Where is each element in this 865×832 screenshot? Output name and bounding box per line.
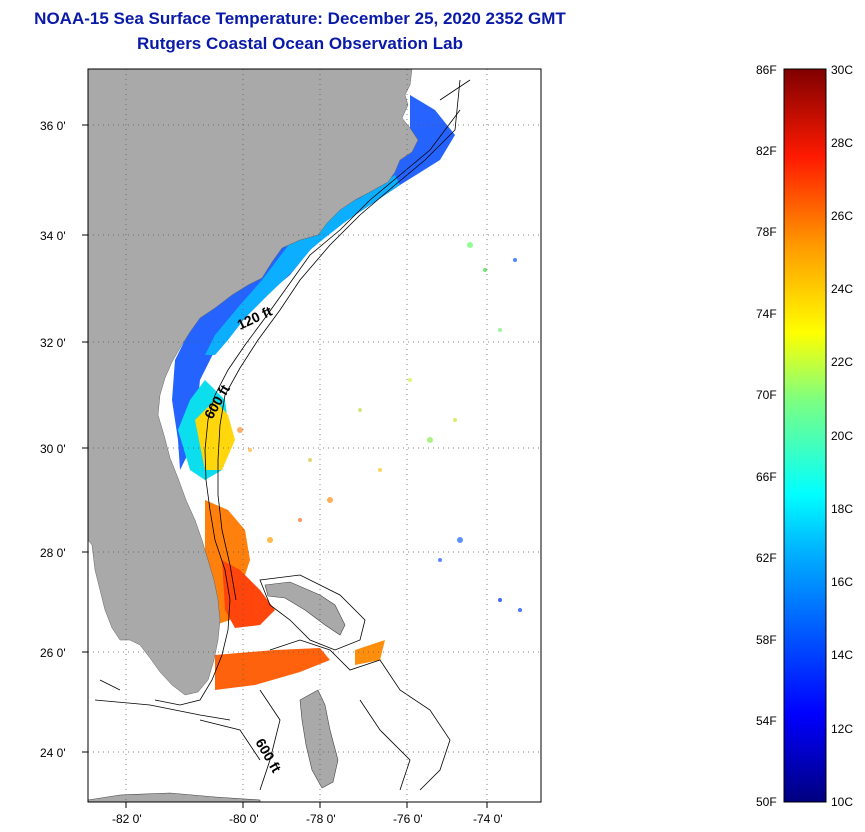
colorbar-f-54: 54F (756, 714, 777, 728)
land-bahamas-north (264, 581, 346, 636)
colorbar-c-14: 14C (831, 648, 853, 662)
lon-tick-78: -78 0' (306, 812, 336, 826)
lon-tick-80: -80 0' (229, 812, 259, 826)
colorbar-c-26: 26C (831, 209, 853, 223)
lat-tick-26: 26 0' (40, 646, 66, 660)
colorbar-labels: 86F 82F 78F 74F 70F 66F 62F 58F 54F 50F … (756, 63, 853, 809)
lon-tick-82: -82 0' (112, 812, 142, 826)
lat-tick-24: 24 0' (40, 746, 66, 760)
land-cuba (88, 792, 261, 802)
map-gridlines (88, 69, 541, 802)
map-title: NOAA-15 Sea Surface Temperature: Decembe… (34, 9, 566, 28)
lat-tick-36: 36 0' (40, 119, 66, 133)
axis-tick-marks (82, 124, 488, 808)
colorbar-f-82: 82F (756, 144, 777, 158)
lon-tick-76: -76 0' (393, 812, 423, 826)
land-mainland (88, 69, 419, 696)
colorbar-c-30: 30C (831, 63, 853, 77)
colorbar (783, 68, 827, 803)
land-bahamas (299, 689, 339, 789)
colorbar-f-78: 78F (756, 225, 777, 239)
colorbar-f-50: 50F (756, 795, 777, 809)
colorbar-f-74: 74F (756, 307, 777, 321)
colorbar-c-12: 12C (831, 722, 853, 736)
lat-tick-34: 34 0' (40, 229, 66, 243)
colorbar-f-62: 62F (756, 551, 777, 565)
colorbar-c-28: 28C (831, 136, 853, 150)
colorbar-c-20: 20C (831, 429, 853, 443)
lon-tick-74: -74 0' (473, 812, 503, 826)
lat-tick-32: 32 0' (40, 336, 66, 350)
colorbar-c-16: 16C (831, 575, 853, 589)
colorbar-f-66: 66F (756, 470, 777, 484)
colorbar-f-58: 58F (756, 633, 777, 647)
colorbar-f-70: 70F (756, 388, 777, 402)
bathymetry-contours (94, 79, 471, 791)
colorbar-c-10: 10C (831, 795, 853, 809)
lat-tick-30: 30 0' (40, 442, 66, 456)
lat-tick-28: 28 0' (40, 546, 66, 560)
colorbar-f-86: 86F (756, 63, 777, 77)
colorbar-c-24: 24C (831, 282, 853, 296)
map-area: 120 ft 600 ft 600 ft (88, 69, 541, 802)
map-subtitle: Rutgers Coastal Ocean Observation Lab (137, 34, 463, 53)
colorbar-c-18: 18C (831, 502, 853, 516)
map-frame (87, 68, 542, 803)
colorbar-c-22: 22C (831, 355, 853, 369)
